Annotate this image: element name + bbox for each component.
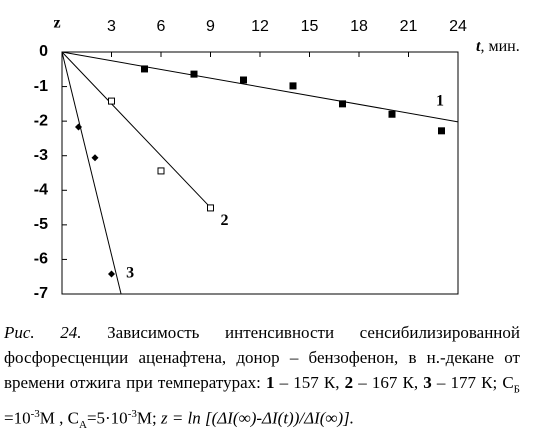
marker: [240, 76, 247, 84]
y-tick-label: -3: [34, 147, 48, 164]
caption-text: – 167 К,: [353, 373, 424, 392]
fit-line: [61, 51, 122, 295]
caption-text: 3: [423, 373, 432, 392]
caption-text: -3: [127, 408, 137, 421]
caption-text: 2: [344, 373, 354, 392]
x-tick-label: 24: [449, 18, 467, 35]
marker: [438, 127, 445, 135]
caption: Рис. 24. Зависимость интенсивности сенси…: [4, 320, 520, 438]
caption-text: 1: [266, 373, 275, 392]
y-tick-label: -1: [34, 78, 48, 95]
fit-line: [61, 51, 211, 208]
fit-line: [61, 51, 459, 123]
marker: [141, 65, 148, 73]
caption-text: Рис. 24.: [4, 323, 82, 342]
series-label: 3: [126, 265, 134, 282]
marker: [75, 123, 82, 131]
y-tick-label: 0: [39, 43, 48, 60]
marker: [91, 154, 99, 162]
marker: [108, 97, 115, 105]
marker: [339, 100, 346, 108]
series-label: 1: [436, 93, 444, 110]
x-axis-label: t, мин.: [476, 38, 520, 55]
x-axis-unit: , мин.: [480, 38, 519, 55]
marker: [108, 270, 115, 278]
caption-text: М;: [136, 409, 161, 429]
caption-text: А: [78, 419, 87, 432]
y-tick-label: -2: [34, 112, 48, 129]
chart: z t, мин. 3 6 9 12 15 18 21 240-1-2-3-4-5-6-712…: [34, 15, 520, 303]
caption-text: Б: [513, 383, 520, 396]
y-tick-label: -4: [34, 182, 48, 199]
y-tick-label: -7: [34, 285, 48, 302]
marker: [289, 82, 297, 90]
x-tick-label: 9: [206, 18, 215, 35]
x-tick-label: 15: [301, 18, 319, 35]
x-tick-label: 12: [251, 18, 269, 35]
caption-text: z = ln [(ΔI(∞)-ΔI(t))/ΔI(∞)].: [160, 409, 355, 429]
y-axis-label: z: [53, 15, 60, 32]
marker: [388, 110, 396, 118]
y-tick-label: -6: [34, 251, 48, 268]
caption-text: =5·10: [86, 409, 128, 429]
x-tick-label: 3: [107, 18, 116, 35]
caption-text: Зависимость интенсивности сенсибилизиров…: [4, 323, 520, 392]
x-tick-label: 6: [157, 18, 166, 35]
caption-text: – 177 К; С: [431, 373, 514, 392]
plot-frame: [61, 51, 459, 295]
caption-text: М , С: [39, 409, 79, 429]
series-label: 2: [221, 212, 229, 229]
marker: [190, 70, 198, 78]
marker: [157, 167, 165, 175]
marker: [207, 204, 214, 212]
x-tick-label: 18: [350, 18, 368, 35]
y-tick-label: -5: [34, 216, 48, 233]
caption-text: – 157 К,: [274, 373, 345, 392]
x-tick-label: 21: [400, 18, 418, 35]
x-axis-var: t: [476, 38, 481, 55]
caption-text: -3: [30, 408, 40, 421]
caption-text: =10: [4, 409, 31, 429]
